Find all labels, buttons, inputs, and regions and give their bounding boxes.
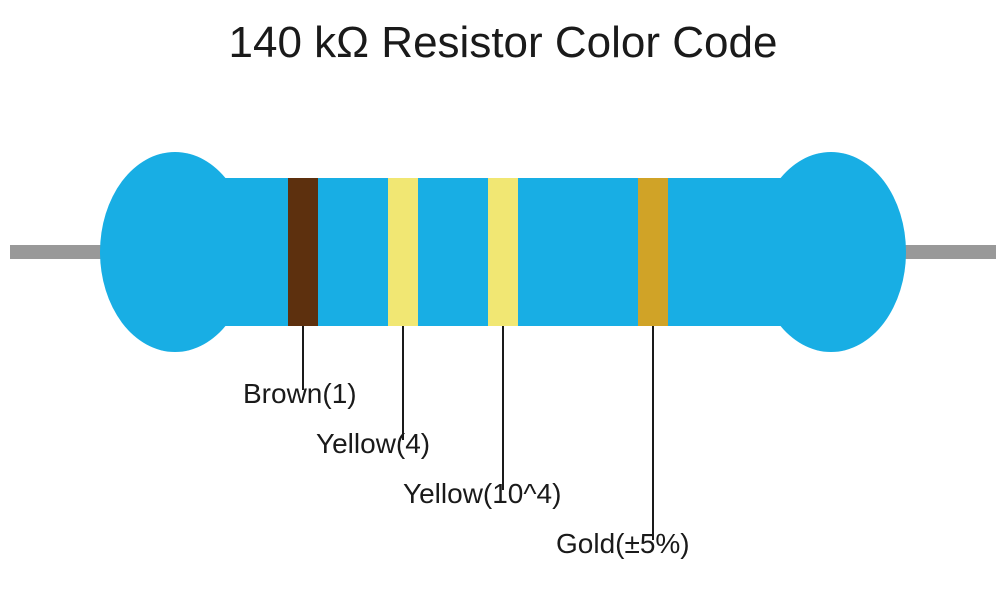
band-label-2: Yellow(4): [316, 428, 430, 460]
band-label-4: Gold(±5%): [556, 528, 690, 560]
band-label-1: Brown(1): [243, 378, 357, 410]
resistor-diagram: [0, 80, 1006, 600]
band-3: [488, 178, 518, 326]
band-1: [288, 178, 318, 326]
band-2: [388, 178, 418, 326]
band-label-3: Yellow(10^4): [403, 478, 561, 510]
band-4: [638, 178, 668, 326]
diagram-title: 140 kΩ Resistor Color Code: [0, 18, 1006, 68]
